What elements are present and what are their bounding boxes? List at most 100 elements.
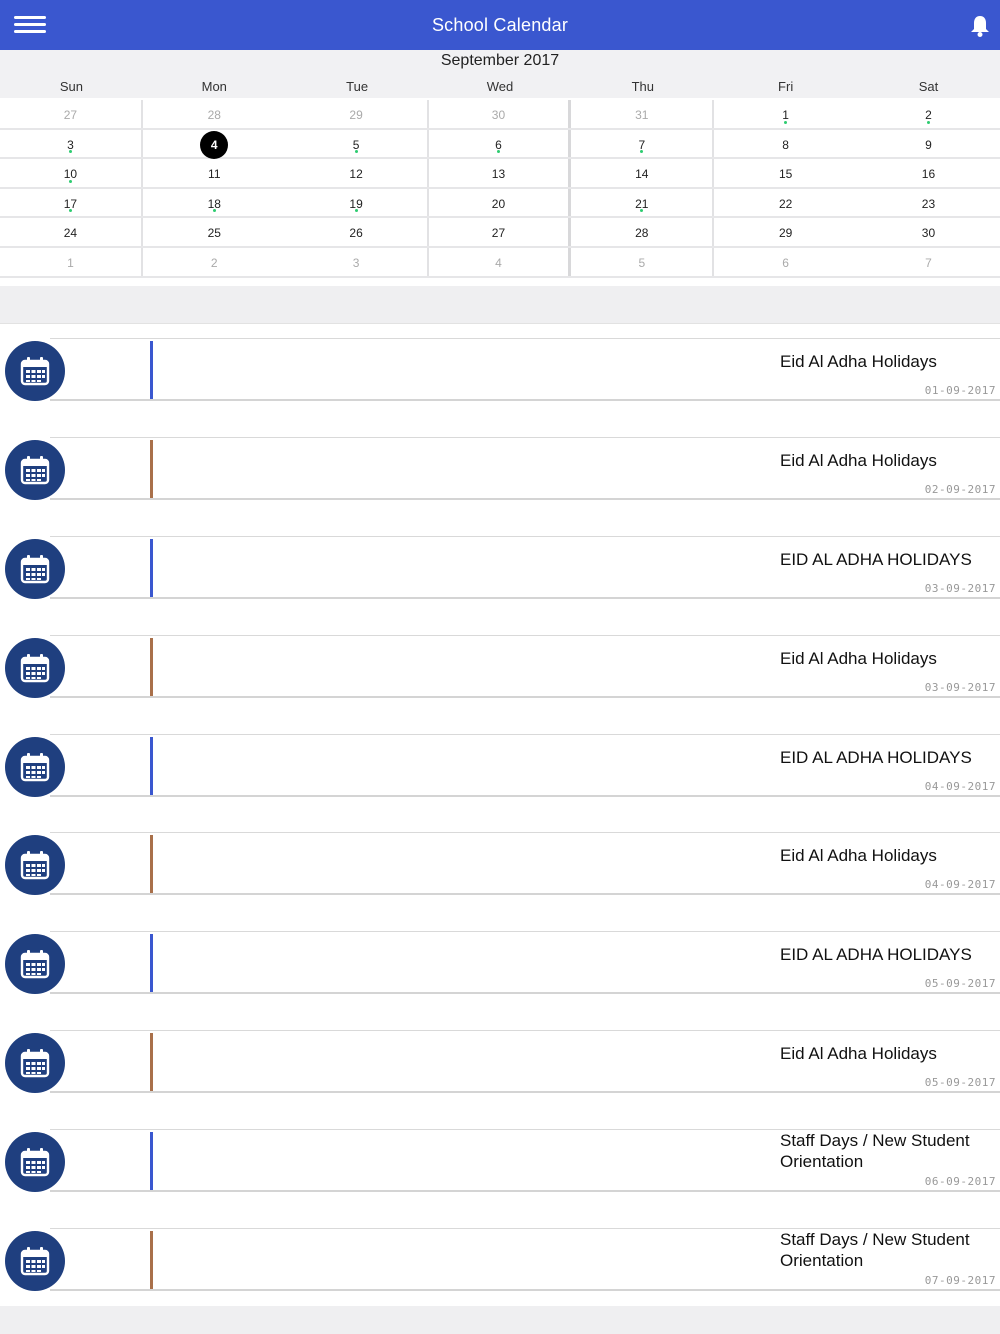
event-card[interactable]: Staff Days / New Student Orientation 07-0… bbox=[50, 1228, 1000, 1292]
event-card[interactable]: EID AL ADHA HOLIDAYS 03-09-2017 bbox=[50, 535, 1000, 599]
calendar-week-row: 17 18 19 20 21 22 23 bbox=[0, 188, 1000, 219]
event-dot-indicator bbox=[640, 209, 644, 213]
event-dot-indicator bbox=[354, 209, 358, 213]
calendar-day-number: 11 bbox=[208, 167, 221, 182]
calendar-day-number: 27 bbox=[63, 108, 78, 122]
calendar-header: September 2017 Sun Mon Tue Wed Thu Fri S… bbox=[0, 50, 1000, 98]
event-date: 03-09-2017 bbox=[924, 581, 996, 595]
calendar-day[interactable]: 10 bbox=[0, 159, 143, 187]
calendar-day[interactable]: 22 bbox=[714, 189, 857, 217]
event-list-item[interactable]: Eid Al Adha Holidays 02-09-2017 bbox=[0, 424, 1000, 523]
calendar-day[interactable]: 25 bbox=[143, 218, 286, 246]
event-dot-indicator bbox=[68, 179, 72, 183]
weekday-row: Sun Mon Tue Wed Thu Fri Sat bbox=[0, 79, 1000, 94]
event-card[interactable]: Eid Al Adha Holidays 01-09-2017 bbox=[50, 338, 1000, 401]
calendar-day[interactable]: 27 bbox=[429, 218, 572, 246]
calendar-day[interactable]: 19 bbox=[286, 188, 429, 217]
calendar-day[interactable]: 28 bbox=[571, 218, 715, 246]
event-card[interactable]: Eid Al Adha Holidays 05-09-2017 bbox=[50, 1030, 1000, 1094]
calendar-week-row: 10 11 12 13 14 15 16 bbox=[0, 159, 1000, 189]
calendar-day-selected[interactable]: 4 bbox=[143, 130, 286, 159]
calendar-day[interactable]: 28 bbox=[143, 100, 286, 128]
bell-icon[interactable] bbox=[968, 14, 992, 38]
calendar-day[interactable]: 20 bbox=[429, 188, 572, 217]
event-card[interactable]: Eid Al Adha Holidays 04-09-2017 bbox=[50, 832, 1000, 896]
hamburger-menu-icon[interactable] bbox=[14, 14, 48, 36]
calendar-icon bbox=[5, 736, 65, 797]
calendar-day[interactable]: 27 bbox=[0, 100, 143, 128]
calendar-day[interactable]: 30 bbox=[429, 100, 572, 128]
event-color-bar bbox=[150, 1033, 153, 1092]
calendar-day-number: 1 bbox=[67, 255, 74, 270]
calendar-day[interactable]: 1 bbox=[714, 100, 857, 128]
calendar-day[interactable]: 8 bbox=[714, 130, 857, 158]
calendar-day[interactable]: 23 bbox=[857, 189, 1000, 217]
event-title: EID AL ADHA HOLIDAYS bbox=[780, 945, 972, 965]
event-card[interactable]: Eid Al Adha Holidays 02-09-2017 bbox=[50, 436, 1000, 500]
event-title: Eid Al Adha Holidays bbox=[780, 1044, 937, 1064]
event-list-item[interactable]: EID AL ADHA HOLIDAYS 04-09-2017 bbox=[0, 721, 1000, 820]
calendar-day[interactable]: 6 bbox=[429, 129, 572, 158]
calendar-day[interactable]: 29 bbox=[714, 218, 857, 246]
event-dot-indicator bbox=[68, 209, 72, 213]
event-list-item[interactable]: Eid Al Adha Holidays 05-09-2017 bbox=[0, 1017, 1000, 1116]
calendar-day[interactable]: 2 bbox=[857, 100, 1000, 128]
event-list-item[interactable]: EID AL ADHA HOLIDAYS 03-09-2017 bbox=[0, 523, 1000, 622]
event-list-item[interactable]: EID AL ADHA HOLIDAYS 05-09-2017 bbox=[0, 918, 1000, 1017]
calendar-day[interactable]: 24 bbox=[0, 218, 143, 246]
page-title: School Calendar bbox=[431, 14, 569, 35]
calendar-day-number: 19 bbox=[349, 196, 363, 211]
calendar-grid: 27 28 29 30 31 1 2 3 4 5 6 7 8 9 10 11 12 13 14 15 16 17 18 19 2… bbox=[0, 100, 1000, 278]
app-bar: School Calendar bbox=[0, 0, 1000, 50]
calendar-day[interactable]: 16 bbox=[857, 159, 1000, 187]
calendar-day-number: 2 bbox=[210, 255, 218, 270]
calendar-day[interactable]: 15 bbox=[714, 159, 857, 187]
calendar-day[interactable]: 30 bbox=[857, 218, 1000, 246]
calendar-day[interactable]: 18 bbox=[143, 189, 286, 217]
event-card[interactable]: EID AL ADHA HOLIDAYS 04-09-2017 bbox=[50, 733, 1000, 797]
calendar-icon bbox=[5, 538, 65, 599]
calendar-day[interactable]: 21 bbox=[571, 188, 715, 217]
calendar-day-number: 20 bbox=[491, 196, 506, 211]
event-list-item[interactable]: Staff Days / New Student Orientation 07-0… bbox=[0, 1215, 1000, 1314]
calendar-day[interactable]: 17 bbox=[0, 188, 143, 217]
calendar-day[interactable]: 31 bbox=[571, 100, 715, 128]
event-date: 02-09-2017 bbox=[924, 482, 996, 496]
calendar-day[interactable]: 14 bbox=[571, 159, 715, 187]
calendar-day[interactable]: 12 bbox=[286, 159, 429, 187]
divider-band bbox=[0, 286, 1000, 324]
calendar-week-row: 27 28 29 30 31 1 2 bbox=[0, 100, 1000, 130]
calendar-day-number: 5 bbox=[638, 255, 646, 270]
event-date: 05-09-2017 bbox=[924, 1076, 996, 1090]
calendar-day[interactable]: 13 bbox=[429, 159, 572, 187]
calendar-day[interactable]: 7 bbox=[571, 129, 715, 158]
calendar-day[interactable]: 2 bbox=[143, 248, 286, 276]
calendar-day[interactable]: 3 bbox=[0, 129, 143, 158]
calendar-day[interactable]: 29 bbox=[286, 100, 429, 128]
event-card[interactable]: EID AL ADHA HOLIDAYS 05-09-2017 bbox=[50, 931, 1000, 995]
calendar-day[interactable]: 5 bbox=[286, 129, 429, 158]
calendar-day[interactable]: 4 bbox=[429, 247, 572, 276]
event-list-item[interactable]: Eid Al Adha Holidays 04-09-2017 bbox=[0, 819, 1000, 918]
calendar-day[interactable]: 6 bbox=[714, 248, 857, 276]
calendar-day[interactable]: 7 bbox=[857, 248, 1000, 276]
event-card[interactable]: Eid Al Adha Holidays 03-09-2017 bbox=[50, 634, 1000, 698]
event-card[interactable]: Staff Days / New Student Orientation 06-0… bbox=[50, 1129, 1000, 1193]
calendar-day-number: 17 bbox=[63, 196, 78, 211]
event-list-item[interactable]: Eid Al Adha Holidays 03-09-2017 bbox=[0, 622, 1000, 721]
calendar-day[interactable]: 9 bbox=[857, 130, 1000, 158]
event-title: Eid Al Adha Holidays bbox=[780, 846, 937, 866]
calendar-day[interactable]: 11 bbox=[143, 159, 286, 187]
calendar-day-number: 25 bbox=[207, 226, 221, 241]
event-date: 06-09-2017 bbox=[924, 1175, 996, 1189]
calendar-day[interactable]: 1 bbox=[0, 247, 143, 276]
calendar-day[interactable]: 3 bbox=[286, 247, 429, 276]
event-date: 04-09-2017 bbox=[924, 779, 996, 793]
calendar-day[interactable]: 26 bbox=[286, 218, 429, 246]
calendar-day[interactable]: 5 bbox=[571, 247, 715, 276]
event-title: EID AL ADHA HOLIDAYS bbox=[780, 549, 972, 569]
calendar-day-number: 30 bbox=[491, 108, 506, 122]
event-list-item[interactable]: Eid Al Adha Holidays 01-09-2017 bbox=[0, 325, 1000, 424]
weekday-label: Mon bbox=[201, 79, 227, 94]
event-list-item[interactable]: Staff Days / New Student Orientation 06-0… bbox=[0, 1116, 1000, 1215]
